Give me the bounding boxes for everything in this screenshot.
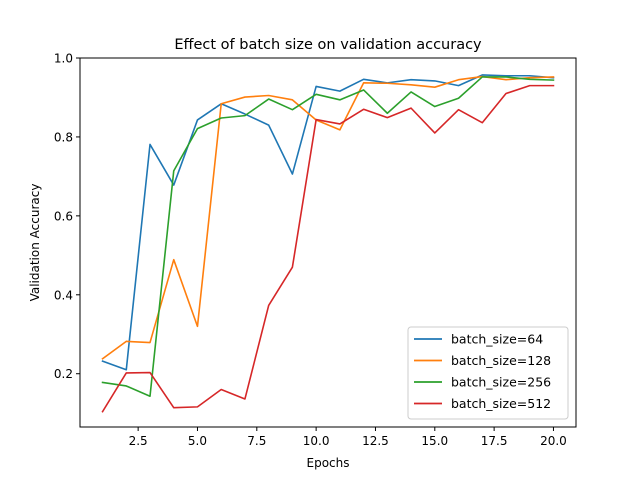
legend-label: batch_size=256 bbox=[451, 375, 551, 390]
series-line-batch-size-256 bbox=[101, 76, 555, 398]
x-tick-label: 15.0 bbox=[421, 434, 448, 448]
x-tick-label: 10.0 bbox=[303, 434, 330, 448]
legend-label: batch_size=128 bbox=[451, 353, 551, 368]
y-tick-label: 0.8 bbox=[54, 130, 73, 144]
y-tick-label: 0.6 bbox=[54, 209, 73, 223]
axes-frame bbox=[79, 57, 577, 428]
x-tick-label: 7.5 bbox=[247, 434, 266, 448]
plot-area bbox=[79, 57, 577, 428]
x-tick-label: 17.5 bbox=[481, 434, 508, 448]
chart-title: Effect of batch size on validation accur… bbox=[174, 37, 482, 53]
x-tick-label: 20.0 bbox=[540, 434, 567, 448]
legend-label: batch_size=64 bbox=[451, 332, 543, 347]
y-axis-label: Validation Accuracy bbox=[28, 184, 42, 302]
x-tick-label: 5.0 bbox=[188, 434, 207, 448]
series-line-batch-size-512 bbox=[101, 84, 555, 413]
x-tick-label: 2.5 bbox=[129, 434, 148, 448]
x-tick-label: 12.5 bbox=[362, 434, 389, 448]
y-tick-label: 1.0 bbox=[54, 52, 73, 66]
y-tick-label: 0.2 bbox=[54, 367, 73, 381]
legend-box bbox=[407, 326, 569, 420]
legend-label: batch_size=512 bbox=[451, 396, 551, 411]
x-axis-ticks: 2.5 5.0 7.5 10.0 12.5 15.0 17.5 20.0 bbox=[129, 427, 567, 448]
x-axis-label: Epochs bbox=[307, 456, 350, 470]
y-tick-label: 0.4 bbox=[54, 288, 73, 302]
y-axis-ticks: 0.2 0.4 0.6 0.8 1.0 bbox=[54, 52, 80, 381]
legend: batch_size=64 batch_size=128 batch_size=25… bbox=[407, 326, 569, 420]
series-group bbox=[101, 74, 555, 413]
series-line-batch-size-128 bbox=[101, 75, 555, 360]
